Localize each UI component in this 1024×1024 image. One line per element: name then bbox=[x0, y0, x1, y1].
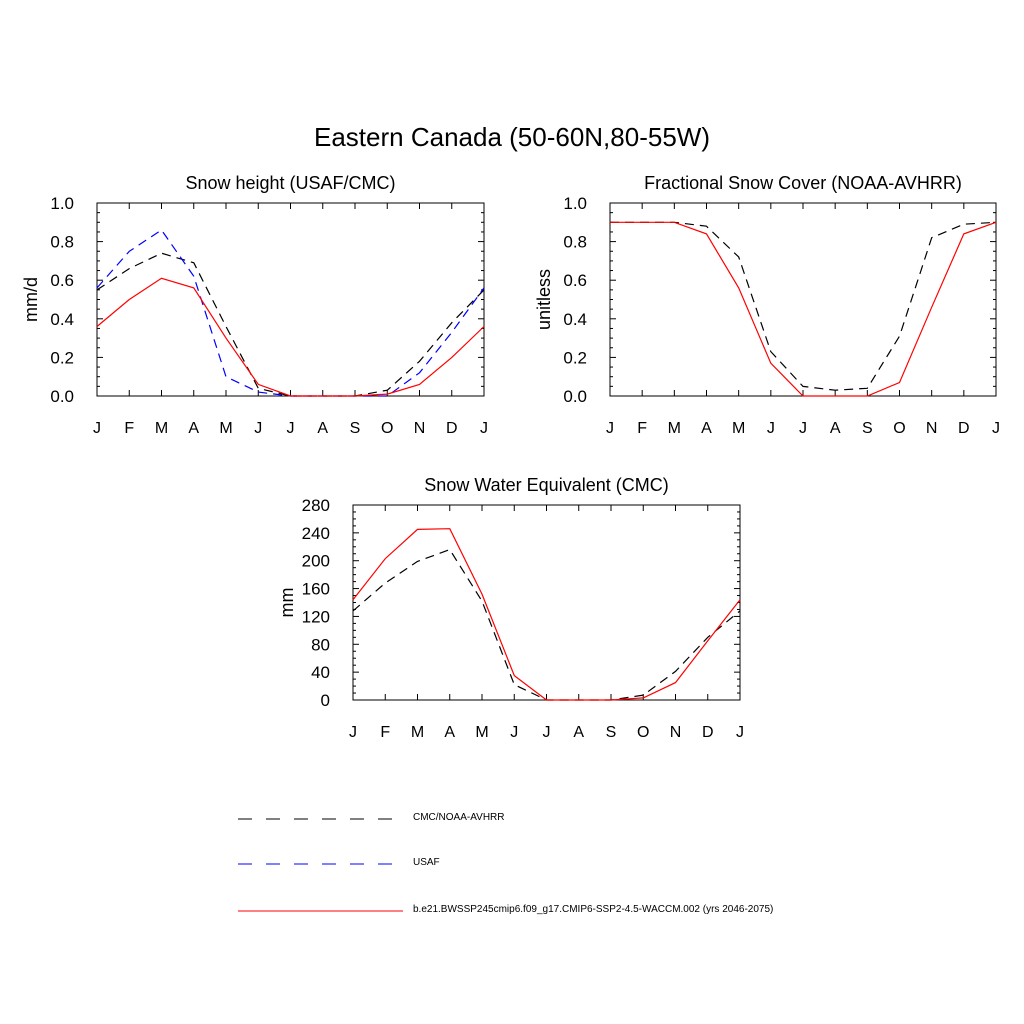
snow-height-panel: J F M A M J J A S O N D J 0.0 0.2 0.4 0.6 0.8 1.0 Snow heig… bbox=[21, 173, 488, 437]
x-tick-label: D bbox=[958, 420, 970, 437]
x-tick-label: J bbox=[992, 420, 1000, 437]
swe-frame bbox=[352, 504, 741, 701]
x-tick-label: J bbox=[767, 420, 775, 437]
snow-height-ylabel: mm/d bbox=[21, 277, 41, 322]
y-tick-label: 80 bbox=[311, 635, 330, 654]
snow-height-series-line bbox=[96, 229, 485, 397]
x-tick-label: F bbox=[124, 420, 134, 437]
swe-series-line bbox=[352, 528, 741, 701]
swe-panel: J F M A M J J A S O N D J 0 40 80 120 160 200 240 280 Snow Wa… bbox=[277, 475, 744, 741]
x-tick-label: M bbox=[411, 724, 424, 741]
snow-height-series-line bbox=[96, 252, 485, 397]
x-tick-label: M bbox=[475, 724, 488, 741]
snow-cover-panel: J F M A M J J A S O N D J 0.0 0.2 0.4 0.6 0.8 1.0 Fractiona… bbox=[534, 173, 1000, 437]
y-tick-label: 0.0 bbox=[563, 387, 587, 406]
y-tick-label: 0.6 bbox=[563, 271, 587, 290]
x-tick-label: M bbox=[155, 420, 168, 437]
legend-label-usaf: USAF bbox=[413, 857, 440, 868]
y-tick-label: 0.4 bbox=[50, 310, 74, 329]
x-tick-label: J bbox=[349, 724, 357, 741]
snow-cover-series-line bbox=[610, 221, 997, 397]
x-tick-label: S bbox=[606, 724, 617, 741]
x-tick-label: N bbox=[414, 420, 426, 437]
snow-height-title: Snow height (USAF/CMC) bbox=[185, 173, 395, 193]
x-tick-label: J bbox=[510, 724, 518, 741]
legend-label-cmc: CMC/NOAA-AVHRR bbox=[413, 812, 505, 823]
x-tick-label: J bbox=[254, 420, 262, 437]
snow-cover-series-line bbox=[610, 221, 997, 391]
y-tick-label: 0.8 bbox=[50, 233, 74, 252]
y-tick-label: 1.0 bbox=[50, 194, 74, 213]
y-tick-label: 200 bbox=[302, 552, 330, 571]
x-tick-label: A bbox=[830, 420, 841, 437]
x-tick-label: A bbox=[444, 724, 455, 741]
x-tick-label: D bbox=[446, 420, 458, 437]
page-title: Eastern Canada (50-60N,80-55W) bbox=[314, 122, 710, 152]
x-tick-label: M bbox=[732, 420, 745, 437]
y-tick-label: 40 bbox=[311, 663, 330, 682]
swe-title: Snow Water Equivalent (CMC) bbox=[424, 475, 668, 495]
x-tick-label: J bbox=[543, 724, 551, 741]
x-tick-label: A bbox=[573, 724, 584, 741]
x-tick-label: F bbox=[380, 724, 390, 741]
snow-cover-ylabel: unitless bbox=[534, 269, 554, 330]
x-tick-label: J bbox=[93, 420, 101, 437]
y-tick-label: 0 bbox=[321, 691, 330, 710]
y-tick-label: 1.0 bbox=[563, 194, 587, 213]
y-tick-label: 0.4 bbox=[563, 310, 587, 329]
x-tick-label: A bbox=[701, 420, 712, 437]
legend-label-model: b.e21.BWSSP245cmip6.f09_g17.CMIP6-SSP2-4… bbox=[413, 904, 774, 915]
snow-height-frame bbox=[96, 202, 485, 397]
legend-item-cmc: CMC/NOAA-AVHRR bbox=[238, 809, 938, 829]
x-tick-label: J bbox=[606, 420, 614, 437]
x-tick-label: M bbox=[668, 420, 681, 437]
x-tick-label: O bbox=[637, 724, 649, 741]
swe-ylabel: mm bbox=[277, 588, 297, 618]
x-tick-label: N bbox=[926, 420, 938, 437]
x-tick-label: M bbox=[219, 420, 232, 437]
x-tick-label: O bbox=[381, 420, 393, 437]
x-tick-label: O bbox=[893, 420, 905, 437]
snow-cover-frame bbox=[609, 202, 997, 397]
x-tick-label: J bbox=[480, 420, 488, 437]
legend-item-model: b.e21.BWSSP245cmip6.f09_g17.CMIP6-SSP2-4… bbox=[238, 901, 938, 921]
y-tick-label: 280 bbox=[302, 496, 330, 515]
y-tick-label: 0.8 bbox=[563, 233, 587, 252]
y-tick-label: 0.6 bbox=[50, 271, 74, 290]
y-tick-label: 0.0 bbox=[50, 387, 74, 406]
y-tick-label: 160 bbox=[302, 580, 330, 599]
x-tick-label: S bbox=[862, 420, 873, 437]
y-tick-label: 120 bbox=[302, 607, 330, 626]
x-tick-label: J bbox=[287, 420, 295, 437]
y-tick-label: 0.2 bbox=[50, 348, 74, 367]
y-tick-label: 240 bbox=[302, 524, 330, 543]
x-tick-label: J bbox=[799, 420, 807, 437]
x-tick-label: D bbox=[702, 724, 714, 741]
x-tick-label: S bbox=[350, 420, 361, 437]
y-tick-label: 0.2 bbox=[563, 348, 587, 367]
x-tick-label: F bbox=[637, 420, 647, 437]
x-tick-label: J bbox=[736, 724, 744, 741]
snow-height-series-line bbox=[96, 277, 485, 397]
legend-item-usaf: USAF bbox=[238, 854, 938, 874]
x-tick-label: N bbox=[670, 724, 682, 741]
snow-cover-title: Fractional Snow Cover (NOAA-AVHRR) bbox=[644, 173, 962, 193]
swe-series-line bbox=[352, 548, 741, 701]
x-tick-label: A bbox=[188, 420, 199, 437]
x-tick-label: A bbox=[317, 420, 328, 437]
